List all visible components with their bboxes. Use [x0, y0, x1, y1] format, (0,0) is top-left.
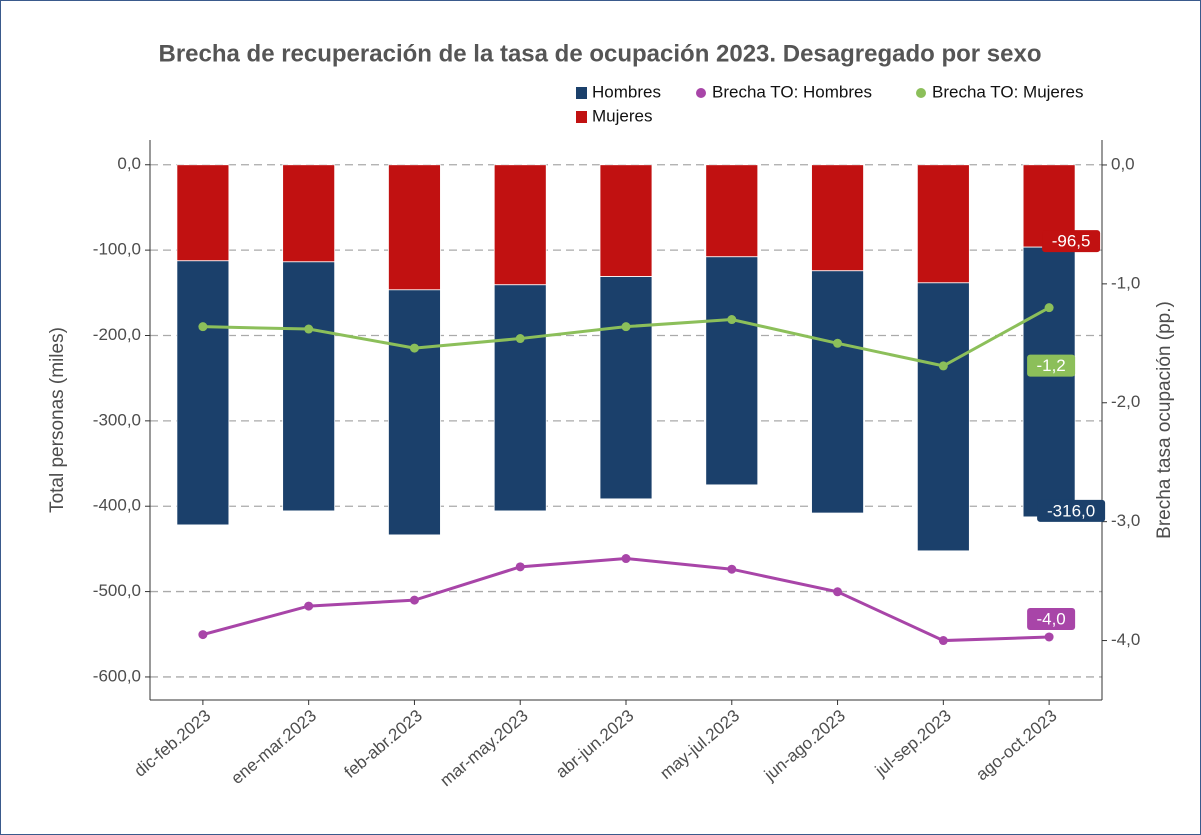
- data-label-box: [1042, 230, 1101, 253]
- bar-segment: [811, 270, 864, 514]
- y-axis-label: Total personas (miles): [47, 327, 68, 513]
- point: [1044, 303, 1054, 313]
- bar-segment: [176, 260, 230, 526]
- bar-segment: [493, 164, 547, 286]
- bar-segment: [705, 164, 759, 258]
- bar-segment: [599, 164, 653, 277]
- point: [833, 587, 843, 597]
- chart-title: Brecha de recuperación de la tasa de ocu…: [158, 40, 1041, 67]
- point: [515, 562, 525, 572]
- bar-segment: [916, 164, 970, 284]
- bar-segment: [388, 289, 441, 536]
- data-label-box: [1037, 499, 1106, 522]
- bar-segment: [916, 282, 970, 552]
- point: [198, 322, 208, 332]
- point: [515, 334, 525, 344]
- legend-label: Brecha TO: Mujeres: [932, 82, 1084, 101]
- legend-swatch: [916, 88, 926, 98]
- bar-segment: [176, 164, 230, 262]
- point: [304, 324, 314, 334]
- y-tick-label: -200,0: [93, 325, 141, 344]
- y-tick-label: -300,0: [93, 410, 141, 429]
- y-tick-label: -500,0: [93, 581, 141, 600]
- bar-segment: [493, 284, 547, 512]
- y-tick-label: -400,0: [93, 496, 141, 515]
- data-label: -1,2: [1036, 356, 1065, 375]
- data-label: -316,0: [1047, 501, 1095, 520]
- data-label-box: [1027, 354, 1076, 377]
- legend-label: Brecha TO: Hombres: [712, 82, 872, 101]
- data-label: -96,5: [1052, 232, 1091, 251]
- point: [727, 564, 737, 574]
- point: [727, 315, 737, 325]
- point: [938, 361, 948, 371]
- bar-segment: [599, 276, 653, 500]
- point: [833, 338, 843, 348]
- bar-segment: [388, 164, 441, 291]
- legend-swatch: [696, 88, 706, 98]
- bar-segment: [282, 164, 336, 263]
- point: [304, 601, 314, 611]
- y2-tick-label: -4,0: [1111, 630, 1140, 649]
- y-tick-label: 0,0: [117, 154, 141, 173]
- y2-axis-label: Brecha tasa ocupación (pp.): [1154, 301, 1175, 539]
- y-tick-label: -600,0: [93, 666, 141, 685]
- y2-tick-label: -2,0: [1111, 392, 1140, 411]
- point: [1044, 632, 1054, 642]
- point: [621, 322, 631, 332]
- y2-tick-label: -1,0: [1111, 273, 1140, 292]
- point: [938, 636, 948, 646]
- point: [621, 554, 631, 564]
- point: [409, 343, 419, 353]
- y2-tick-label: -3,0: [1111, 511, 1140, 530]
- legend-swatch: [576, 111, 587, 123]
- point: [198, 630, 208, 640]
- point: [409, 595, 419, 605]
- legend-label: Mujeres: [592, 106, 652, 125]
- bar-segment: [811, 164, 864, 272]
- data-label: -4,0: [1036, 609, 1065, 628]
- legend-label: Hombres: [592, 82, 661, 101]
- bar-segment: [282, 261, 336, 512]
- data-label-box: [1027, 607, 1076, 630]
- bar-segment: [1022, 246, 1076, 518]
- bar-segment: [705, 256, 759, 486]
- y-tick-label: -100,0: [93, 240, 141, 259]
- legend-swatch: [576, 87, 587, 99]
- y2-tick-label: 0,0: [1111, 154, 1135, 173]
